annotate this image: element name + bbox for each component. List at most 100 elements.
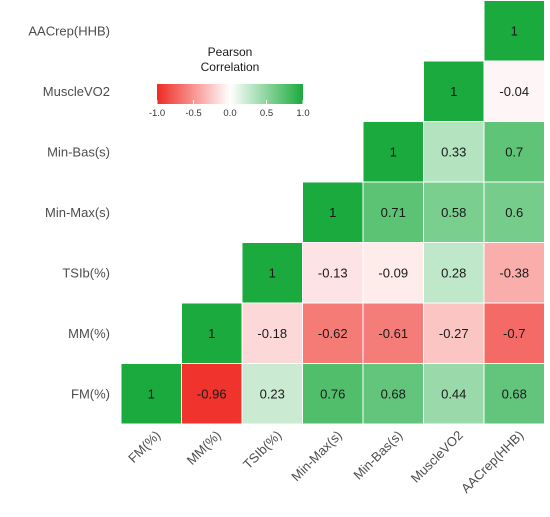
cell-value-label: 0.28: [441, 265, 466, 280]
x-tick-label-min-max-s: Min-Max(s): [288, 428, 345, 485]
y-axis-ticks: FM(%) MM(%) TSIb(%) Min-Max(s) Min-Bas(s) Mus…: [28, 23, 110, 401]
legend-tick-label: 1.0: [296, 108, 309, 119]
x-tick-label-min-bas-s: Min-Bas(s): [350, 428, 405, 483]
cell-value-label: -0.7: [503, 326, 525, 341]
y-tick-label-tsib: TSIb(%): [62, 265, 110, 280]
cell-rect: [483, 242, 545, 304]
cell-value-label: 1: [329, 205, 336, 220]
cell-value-label: 1: [390, 144, 397, 159]
heatmap-cell-aacrep-hhb-aacrep-hhb: 1: [483, 0, 545, 62]
cell-value-label: -0.09: [378, 265, 408, 280]
heatmap-cell-tsib-fm: 0.23: [241, 363, 303, 425]
x-tick-label-aacrep-hhb: AACrep(HHB): [458, 428, 526, 496]
heatmap-cell-min-bas-s-tsib: -0.09: [362, 242, 424, 304]
heatmap-cell-min-max-s-min-max-s: 1: [302, 181, 364, 243]
cell-value-label: -0.62: [318, 326, 348, 341]
heatmap-cell-musclevo2-min-max-s: 0.58: [423, 181, 485, 243]
cell-value-label: 0.33: [441, 144, 466, 159]
heatmap-cell-min-bas-s-mm: -0.61: [362, 302, 424, 364]
legend-tick-label: -1.0: [149, 108, 165, 119]
heatmap-cell-min-bas-s-min-bas-s: 1: [362, 121, 424, 183]
y-tick-label-min-max-s: Min-Max(s): [45, 205, 110, 220]
cell-rect: [362, 181, 424, 243]
cell-rect: [241, 302, 303, 364]
heatmap-cell-min-max-s-tsib: -0.13: [302, 242, 364, 304]
heatmap-cell-tsib-mm: -0.18: [241, 302, 303, 364]
x-tick-label-fm: FM(%): [125, 428, 163, 466]
cell-value-label: -0.13: [318, 265, 348, 280]
cell-value-label: -0.38: [499, 265, 529, 280]
cell-value-label: 1: [269, 265, 276, 280]
heatmap-cell-aacrep-hhb-fm: 0.68: [483, 363, 545, 425]
heatmap-cell-musclevo2-mm: -0.27: [423, 302, 485, 364]
cell-value-label: 0.68: [502, 386, 527, 401]
y-tick-label-mm: MM(%): [68, 326, 110, 341]
heatmap-cell-min-max-s-mm: -0.62: [302, 302, 364, 364]
cell-value-label: 1: [511, 23, 518, 38]
y-tick-label-min-bas-s: Min-Bas(s): [47, 144, 110, 159]
x-axis-ticks: FM(%) MM(%) TSIb(%) Min-Max(s) Min-Bas(s) Mus…: [125, 428, 526, 496]
cell-rect: [423, 242, 485, 304]
heatmap-cell-mm-mm: 1: [181, 302, 243, 364]
cell-rect: [483, 60, 545, 122]
legend-ticks: -1.0 -0.5 0.0 0.5 1.0: [149, 100, 310, 119]
heatmap-cell-tsib-tsib: 1: [241, 242, 303, 304]
cell-rect: [362, 242, 424, 304]
heatmap-cell-mm-fm: -0.96: [181, 363, 243, 425]
x-tick-label-tsib: TSIb(%): [240, 428, 284, 472]
cell-rect: [423, 302, 485, 364]
cell-value-label: -0.61: [378, 326, 408, 341]
cell-rect: [241, 242, 303, 304]
cell-value-label: 0.23: [260, 386, 285, 401]
cell-value-label: 0.76: [320, 386, 345, 401]
cell-value-label: 0.44: [441, 386, 466, 401]
x-tick-label-musclevo2: MuscleVO2: [408, 428, 466, 486]
heatmap-cells: 1 -0.96 0.23 0.76 0.68 0.44 0.68 1 -0.18 -0.62 -0.…: [120, 0, 545, 425]
heatmap-cell-musclevo2-musclevo2: 1: [423, 60, 485, 122]
cell-rect: [181, 302, 243, 364]
cell-rect: [423, 181, 485, 243]
heatmap-cell-aacrep-hhb-min-bas-s: 0.7: [483, 121, 545, 183]
cell-rect: [362, 121, 424, 183]
legend-tick-label: 0.5: [260, 108, 273, 119]
cell-value-label: -0.27: [439, 326, 469, 341]
cell-value-label: 0.68: [381, 386, 406, 401]
cell-rect: [483, 302, 545, 364]
heatmap-cell-min-max-s-fm: 0.76: [302, 363, 364, 425]
heatmap-cell-min-bas-s-min-max-s: 0.71: [362, 181, 424, 243]
legend-color-bar: [157, 84, 303, 104]
cell-value-label: 0.71: [381, 205, 406, 220]
cell-value-label: 0.58: [441, 205, 466, 220]
cell-value-label: 1: [450, 84, 457, 99]
cell-rect: [483, 121, 545, 183]
y-tick-label-aacrep-hhb: AACrep(HHB): [28, 23, 110, 38]
heatmap-cell-aacrep-hhb-mm: -0.7: [483, 302, 545, 364]
cell-value-label: 1: [148, 386, 155, 401]
cell-value-label: 0.6: [505, 205, 523, 220]
y-tick-label-musclevo2: MuscleVO2: [43, 84, 110, 99]
heatmap-cell-musclevo2-fm: 0.44: [423, 363, 485, 425]
heatmap-cell-musclevo2-tsib: 0.28: [423, 242, 485, 304]
cell-rect: [302, 302, 364, 364]
y-tick-label-fm: FM(%): [71, 386, 110, 401]
cell-rect: [302, 181, 364, 243]
legend-title-line-1: Pearson: [208, 45, 253, 59]
legend-title-line-2: Correlation: [201, 60, 260, 74]
legend-tick-label: -0.5: [185, 108, 201, 119]
heatmap-cell-musclevo2-min-bas-s: 0.33: [423, 121, 485, 183]
cell-rect: [120, 363, 182, 425]
cell-value-label: 1: [208, 326, 215, 341]
cell-rect: [483, 363, 545, 425]
heatmap-cell-aacrep-hhb-min-max-s: 0.6: [483, 181, 545, 243]
cell-rect: [181, 363, 243, 425]
cell-value-label: -0.96: [197, 386, 227, 401]
cell-rect: [362, 363, 424, 425]
heatmap-cell-aacrep-hhb-tsib: -0.38: [483, 242, 545, 304]
heatmap-cell-aacrep-hhb-musclevo2: -0.04: [483, 60, 545, 122]
x-tick-label-mm: MM(%): [184, 428, 224, 468]
cell-value-label: -0.04: [499, 84, 529, 99]
cell-rect: [483, 0, 545, 62]
cell-value-label: 0.7: [505, 144, 523, 159]
heatmap-cell-fm-fm: 1: [120, 363, 182, 425]
